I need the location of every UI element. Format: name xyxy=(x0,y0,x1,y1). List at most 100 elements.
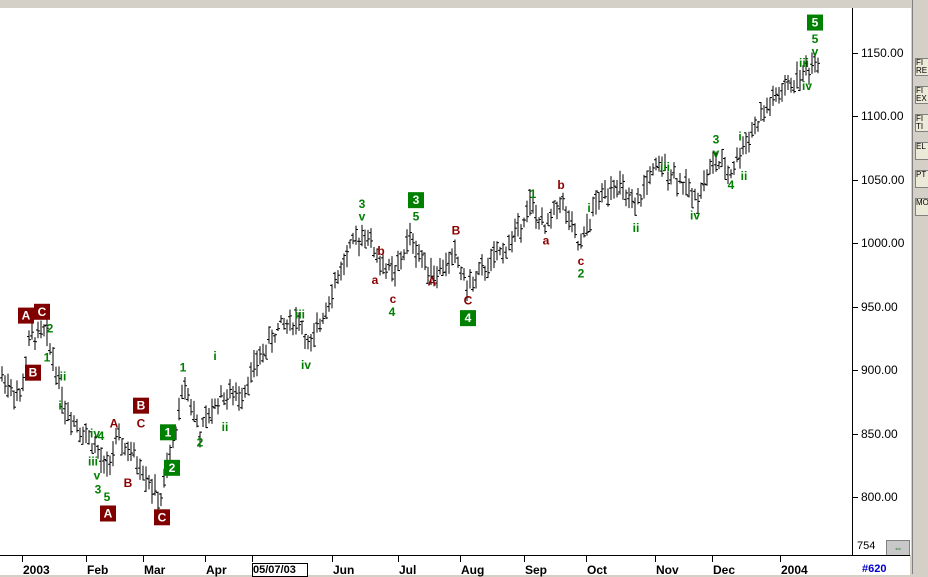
y-tick xyxy=(853,116,858,118)
price-bar xyxy=(663,153,667,172)
price-bar xyxy=(630,189,634,209)
price-bar xyxy=(336,270,340,285)
price-bar xyxy=(732,161,736,175)
price-bar xyxy=(219,385,223,398)
price-bar xyxy=(528,189,532,216)
price-bar xyxy=(384,263,388,279)
price-bar xyxy=(45,318,49,347)
price-bar xyxy=(810,52,814,74)
wave-label-box xyxy=(160,424,176,441)
wave-label: 1 xyxy=(180,361,187,375)
wave-label-box xyxy=(25,364,41,381)
price-bar xyxy=(363,229,367,249)
price-bar xyxy=(120,438,124,456)
price-bar xyxy=(513,218,517,243)
price-bar xyxy=(558,196,562,214)
price-bar xyxy=(63,400,67,425)
y-tick-label: 1050.00 xyxy=(861,172,905,187)
price-bar xyxy=(75,418,79,433)
price-bar xyxy=(555,201,559,220)
price-bar xyxy=(564,206,568,224)
price-bar xyxy=(582,226,586,238)
price-bar xyxy=(366,229,370,246)
wave-label: c xyxy=(578,254,585,268)
wave-label-box xyxy=(807,14,823,31)
wave-label-box xyxy=(100,505,116,522)
price-bar xyxy=(762,105,766,122)
price-bar xyxy=(57,366,61,390)
price-bar xyxy=(195,414,199,428)
price-bar xyxy=(678,173,682,184)
price-bar xyxy=(279,315,283,324)
price-bar xyxy=(675,178,679,197)
wave-label: a xyxy=(372,273,379,287)
price-bar xyxy=(375,248,379,263)
price-bar xyxy=(459,266,463,281)
toolbar-button[interactable]: MO xyxy=(915,198,928,216)
price-bar xyxy=(648,166,652,185)
wave-label: C xyxy=(464,293,473,307)
toolbar-button[interactable]: PT xyxy=(915,170,928,188)
wave-label-box xyxy=(34,303,50,320)
price-bar xyxy=(258,346,262,365)
price-bar xyxy=(444,252,448,277)
price-bar xyxy=(168,444,172,461)
price-bar xyxy=(225,389,229,410)
price-bar xyxy=(39,320,43,339)
y-tick xyxy=(853,53,858,54)
price-bar xyxy=(378,255,382,276)
wave-label: iv xyxy=(90,427,100,441)
wave-label: 5 xyxy=(104,490,111,504)
x-tick xyxy=(398,556,399,562)
price-bar xyxy=(435,266,439,289)
price-bar xyxy=(66,402,70,422)
wave-label: 1 xyxy=(44,350,51,364)
toolbar-button[interactable]: FI TI xyxy=(915,114,928,132)
price-bar xyxy=(78,427,82,443)
price-bar xyxy=(189,398,193,416)
price-bar xyxy=(612,179,616,199)
price-bar xyxy=(768,97,772,117)
price-bar xyxy=(726,165,730,185)
x-tick xyxy=(143,556,144,562)
toolbar-button[interactable]: FI RE xyxy=(915,58,928,76)
price-bar xyxy=(144,466,148,492)
toolbar-button[interactable]: FI EX xyxy=(915,86,928,104)
wave-label: 4 xyxy=(465,311,472,325)
price-bar xyxy=(567,210,571,231)
price-bar xyxy=(114,427,118,445)
price-bar xyxy=(654,157,658,171)
price-bar xyxy=(6,373,10,398)
toolbar-button[interactable]: EL xyxy=(915,142,928,160)
x-tick xyxy=(22,556,23,562)
price-bar xyxy=(747,131,751,153)
price-bar xyxy=(786,74,790,91)
wave-label: 1 xyxy=(165,425,172,439)
price-bar xyxy=(462,268,466,281)
price-bar xyxy=(276,323,280,331)
price-bar xyxy=(414,240,418,268)
wave-label: 3 xyxy=(713,132,720,146)
price-bar xyxy=(255,350,259,377)
price-bar xyxy=(390,256,394,282)
price-bar xyxy=(801,65,805,82)
x-tick-label: Nov xyxy=(656,563,679,577)
price-bar xyxy=(510,231,514,253)
price-bar xyxy=(54,366,58,385)
price-bar xyxy=(540,207,544,225)
price-bar xyxy=(552,200,556,216)
price-bar xyxy=(525,200,529,223)
wave-label: ii xyxy=(633,221,640,235)
price-bar xyxy=(453,239,457,264)
price-bar xyxy=(216,398,220,415)
price-bar xyxy=(723,156,727,181)
price-bar xyxy=(480,254,484,276)
wave-label-box xyxy=(133,397,149,414)
price-bar xyxy=(636,188,640,205)
wave-label: iii xyxy=(799,56,809,70)
price-bar xyxy=(645,170,649,196)
price-bar xyxy=(108,455,112,476)
x-tick-label: Oct xyxy=(587,563,608,577)
